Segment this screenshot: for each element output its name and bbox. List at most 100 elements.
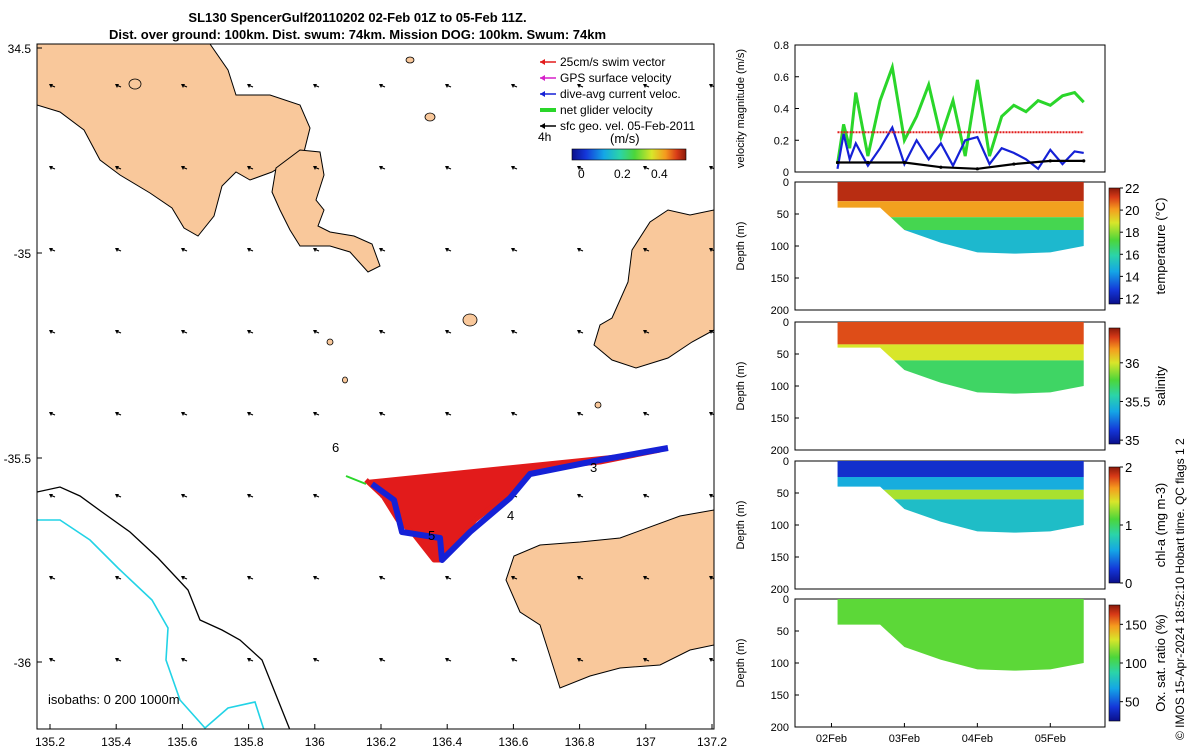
lon-tick-label: 135.8 — [234, 735, 264, 749]
geo-velocity-arrow — [313, 330, 320, 334]
waypoint-label: 4 — [507, 508, 514, 523]
geo-velocity-arrow — [511, 330, 518, 334]
vel-ylabel: velocity magnitude (m/s) — [735, 49, 747, 168]
geo-velocity-arrow — [115, 412, 122, 416]
section-panel: 0 50 100 150 200 Depth (m) 12 14 16 18 20 22 tempera… — [735, 177, 1168, 317]
waypoint-label: 3 — [590, 460, 597, 475]
time-step-label: 4h — [538, 130, 551, 144]
geo-velocity-arrow — [577, 494, 584, 498]
time-tick-label: 05Feb — [1035, 733, 1066, 745]
geo-velocity-arrow — [181, 412, 188, 416]
depth-tick-label: 200 — [771, 305, 789, 317]
velocity-point — [835, 160, 840, 165]
chart-title: SL130 SpencerGulf20110202 02-Feb 01Z to … — [188, 10, 527, 25]
geo-velocity-arrow — [577, 84, 584, 88]
lon-tick-label: 136.8 — [565, 735, 595, 749]
geo-velocity-arrow — [181, 330, 188, 334]
velocity-point — [1082, 159, 1086, 163]
geo-velocity-arrow — [709, 166, 714, 170]
island — [128, 78, 142, 90]
geo-velocity-arrow — [49, 494, 56, 498]
depth-tick-label: 200 — [771, 722, 789, 734]
waypoint-label: 6 — [332, 440, 339, 455]
lon-tick-label: 135.6 — [167, 735, 197, 749]
geo-velocity-arrow — [181, 658, 188, 662]
geo-velocity-arrow — [49, 248, 56, 252]
depth-ylabel: Depth (m) — [735, 639, 747, 688]
depth-tick-label: 150 — [771, 552, 789, 564]
depth-tick-label: 50 — [777, 626, 789, 638]
geo-velocity-arrow — [247, 166, 254, 170]
velocity-point — [866, 160, 870, 165]
legend-label-net: net glider velocity — [560, 103, 653, 117]
lon-tick-label: 137.2 — [697, 735, 727, 749]
vel-tick-label: 0 — [783, 167, 789, 179]
geo-velocity-arrow — [181, 248, 188, 252]
vel-tick-label: 0.4 — [774, 104, 789, 116]
geo-velocity-arrow — [115, 576, 122, 580]
geo-velocity-arrow — [643, 412, 650, 416]
depth-tick-label: 100 — [771, 241, 789, 253]
section-colorbar — [1108, 466, 1121, 584]
geo-velocity-arrow — [445, 658, 452, 662]
colorbar-tick-label: 50 — [1125, 695, 1139, 710]
geo-velocity-arrow — [577, 248, 584, 252]
lon-tick-label: 136 — [305, 735, 325, 749]
colorbar-label: salinity — [1153, 366, 1168, 406]
colorbar-tick-label: 22 — [1125, 181, 1139, 196]
section-panel: 0 50 100 150 200 Depth (m) 50 100 150 Ox. sat. ra… — [735, 594, 1168, 734]
depth-ylabel: Depth (m) — [735, 222, 747, 271]
geo-velocity-arrow — [181, 84, 188, 88]
depth-tick-label: 0 — [783, 317, 789, 329]
latitude-axis: 34.5 -35 -35.5 -36 — [4, 42, 42, 670]
colorbar-tick-label: 1 — [1125, 518, 1132, 533]
geo-velocity-arrow — [247, 412, 254, 416]
section-layer — [837, 182, 1084, 202]
geo-velocity-arrow — [379, 658, 386, 662]
geo-velocity-arrow — [115, 166, 122, 170]
legend-label-swim: 25cm/s swim vector — [560, 55, 665, 69]
geo-velocity-arrow — [709, 658, 714, 662]
glider-track — [345, 445, 669, 563]
vel-tick-label: 0.6 — [774, 72, 789, 84]
geo-velocity-arrow — [313, 84, 320, 88]
land-inner-peninsula — [271, 149, 381, 273]
geo-velocity-arrow — [379, 248, 386, 252]
map-legend: 25cm/s swim vector GPS surface velocity … — [538, 55, 696, 181]
geo-velocity-arrow — [313, 494, 320, 498]
geo-velocity-arrow — [379, 84, 386, 88]
velocity-series-line — [837, 159, 1084, 170]
depth-tick-label: 50 — [777, 209, 789, 221]
colorbar-tick-label: 0 — [1125, 576, 1132, 591]
velocity-point — [902, 160, 907, 165]
geo-velocity-arrow — [577, 576, 584, 580]
geo-velocity-arrow — [49, 412, 56, 416]
legend-label-dive-avg: dive-avg current veloc. — [560, 87, 681, 101]
geo-velocity-arrow — [181, 166, 188, 170]
geo-velocity-arrow — [709, 494, 714, 498]
geo-velocity-arrow — [445, 576, 452, 580]
colorbar-tick: 0 — [578, 167, 585, 181]
velocity-point — [975, 167, 979, 171]
velocity-panel: 0 0.2 0.4 0.6 0.8 velocity magnitude (m/s) — [735, 40, 1106, 179]
section-layer — [837, 322, 1084, 345]
section-layer — [837, 344, 1084, 361]
geo-velocity-arrow — [247, 576, 254, 580]
geo-velocity-arrow — [577, 166, 584, 170]
lat-tick-label: -35 — [14, 247, 32, 261]
geo-velocity-arrow — [379, 412, 386, 416]
depth-tick-label: 200 — [771, 445, 789, 457]
geo-velocity-arrow — [445, 412, 452, 416]
speed-colorbar — [571, 148, 687, 161]
geo-velocity-arrow — [511, 84, 518, 88]
lon-tick-label: 136.2 — [366, 735, 396, 749]
colorbar-tick-label: 12 — [1125, 291, 1139, 306]
section-colorbar — [1108, 604, 1121, 722]
geo-velocity-arrow — [115, 84, 122, 88]
velocity-point — [1048, 159, 1052, 163]
colorbar-label: chl-a (mg m-3) — [1153, 483, 1168, 568]
geo-velocity-arrow — [247, 658, 254, 662]
time-tick-label: 03Feb — [889, 733, 920, 745]
land-kangaroo-island — [505, 509, 714, 689]
geo-velocity-arrow — [115, 658, 122, 662]
